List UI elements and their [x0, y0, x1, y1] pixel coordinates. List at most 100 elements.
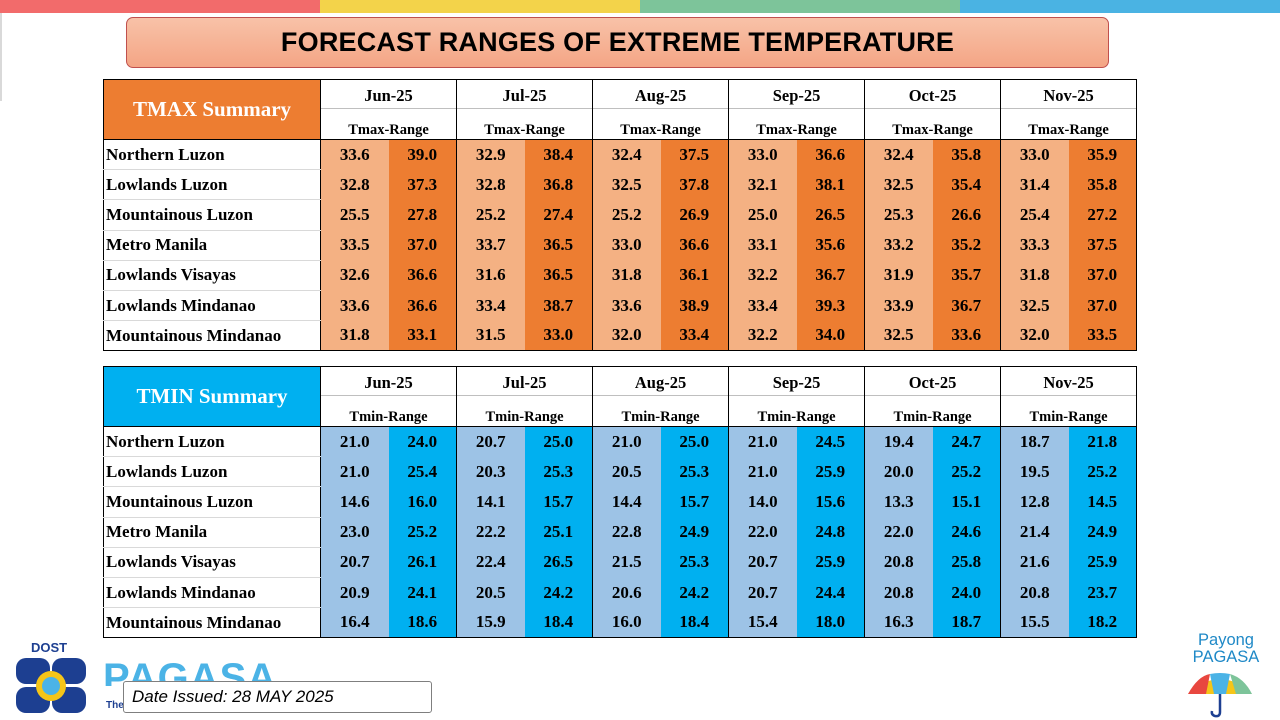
tmax-range-low: 31.9 — [864, 260, 933, 291]
tmax-range-high: 37.8 — [660, 169, 730, 200]
tmax-range-high: 36.6 — [388, 290, 458, 321]
tmin-range-high: 14.5 — [1068, 486, 1138, 518]
region-label: Lowlands Mindanao — [103, 290, 321, 322]
tmax-range-high: 36.6 — [388, 260, 458, 291]
tmin-range-low: 22.0 — [728, 517, 797, 548]
tmax-range-high: 35.8 — [932, 139, 1002, 170]
top-bar-yellow — [320, 0, 640, 13]
tmin-range-low: 14.4 — [592, 486, 661, 518]
tmax-range-low: 32.2 — [728, 260, 797, 291]
tmax-range-high: 33.6 — [932, 320, 1002, 352]
tmax-range-low: 31.8 — [320, 320, 389, 352]
top-bar-red — [0, 0, 320, 13]
region-label: Lowlands Visayas — [103, 260, 321, 291]
tmin-range-low: 20.3 — [456, 456, 525, 487]
region-label: Mountainous Luzon — [103, 486, 321, 518]
tmax-range-high: 38.1 — [796, 169, 866, 200]
tmin-range-low: 20.5 — [592, 456, 661, 487]
tmax-range-low: 32.6 — [320, 260, 389, 291]
table-row: Northern Luzon 33.6 39.0 32.9 38.4 32.4 37.5 33… — [103, 139, 1138, 171]
tmax-range-low: 33.6 — [320, 290, 389, 321]
tmin-range-high: 25.2 — [388, 517, 458, 548]
tmax-range-header: Tmax-Range — [319, 108, 458, 140]
tmin-range-high: 25.4 — [388, 456, 458, 487]
tmin-range-high: 16.0 — [388, 486, 458, 518]
tmax-range-high: 26.6 — [932, 199, 1002, 231]
tmax-range-high: 36.7 — [796, 260, 866, 291]
tmax-range-high: 26.9 — [660, 199, 730, 231]
tmin-range-high: 21.8 — [1068, 426, 1138, 457]
tmax-range-low: 32.8 — [456, 169, 525, 200]
table-row: Lowlands Luzon 21.0 25.4 20.3 25.3 20.5 25.3 21… — [103, 456, 1138, 488]
tmax-range-low: 33.0 — [1000, 139, 1069, 170]
tmax-month-header: Sep-25 — [728, 79, 866, 109]
tmin-month-header: Aug-25 — [592, 366, 730, 396]
tmin-range-low: 21.6 — [1000, 547, 1069, 578]
region-label: Lowlands Visayas — [103, 547, 321, 578]
tmin-range-low: 16.0 — [592, 607, 661, 639]
date-issued-text: Date Issued: 28 MAY 2025 — [132, 687, 334, 706]
tmax-range-high: 36.7 — [932, 290, 1002, 321]
tmax-range-high: 35.7 — [932, 260, 1002, 291]
tmax-range-high: 26.5 — [796, 199, 866, 231]
tmin-range-high: 24.9 — [660, 517, 730, 548]
tmax-range-low: 31.4 — [1000, 169, 1069, 200]
tmin-range-low: 15.4 — [728, 607, 797, 639]
tmax-range-low: 25.0 — [728, 199, 797, 231]
table-row: Metro Manila 33.5 37.0 33.7 36.5 33.0 36.6 33.1… — [103, 230, 1138, 261]
tmax-range-high: 36.5 — [524, 230, 594, 261]
tmin-range-high: 25.9 — [796, 547, 866, 578]
top-bar-blue — [960, 0, 1280, 13]
tmax-range-high: 39.3 — [796, 290, 866, 321]
tmin-range-high: 24.1 — [388, 577, 458, 608]
tmax-summary-table: TMAX Summary Jun-25 Jul-25 Aug-25 Sep-25 Oct-… — [103, 79, 1138, 352]
dost-label: DOST — [31, 640, 68, 655]
tmax-range-high: 35.6 — [796, 230, 866, 261]
tmin-range-low: 13.3 — [864, 486, 933, 518]
region-label: Mountainous Mindanao — [103, 607, 321, 639]
tmax-range-header: Tmax-Range — [456, 108, 594, 140]
payong-line2: PAGASA — [1192, 648, 1260, 666]
tmax-month-header: Jun-25 — [319, 79, 458, 109]
tmax-range-low: 32.5 — [1000, 290, 1069, 321]
tmax-range-low: 33.6 — [320, 139, 389, 170]
tmin-range-header: Tmin-Range — [456, 395, 594, 427]
tmax-range-low: 33.4 — [456, 290, 525, 321]
tmin-range-high: 15.6 — [796, 486, 866, 518]
tmax-range-low: 31.5 — [456, 320, 525, 352]
tmin-range-low: 18.7 — [1000, 426, 1069, 457]
table-row: Northern Luzon 21.0 24.0 20.7 25.0 21.0 25.0 21… — [103, 426, 1138, 458]
tmax-range-high: 37.3 — [388, 169, 458, 200]
tmin-range-high: 25.3 — [660, 456, 730, 487]
tmax-range-low: 25.3 — [864, 199, 933, 231]
tmin-month-header: Oct-25 — [864, 366, 1002, 396]
tmin-range-header: Tmin-Range — [319, 395, 458, 427]
tmin-range-high: 15.7 — [524, 486, 594, 518]
tmax-range-low: 32.5 — [864, 320, 933, 352]
tmax-range-high: 36.8 — [524, 169, 594, 200]
tmax-range-low: 25.2 — [456, 199, 525, 231]
tmax-range-header: Tmax-Range — [728, 108, 866, 140]
tmin-range-high: 18.6 — [388, 607, 458, 639]
tmin-range-low: 21.0 — [320, 456, 389, 487]
table-row: Metro Manila 23.0 25.2 22.2 25.1 22.8 24.9 22.0… — [103, 517, 1138, 548]
tmax-range-high: 27.4 — [524, 199, 594, 231]
tmax-range-low: 33.9 — [864, 290, 933, 321]
tmax-range-high: 37.5 — [660, 139, 730, 170]
tmin-range-low: 21.0 — [728, 456, 797, 487]
tmax-range-high: 27.8 — [388, 199, 458, 231]
tmax-month-header: Aug-25 — [592, 79, 730, 109]
tmin-range-high: 25.8 — [932, 547, 1002, 578]
tmin-range-high: 25.3 — [524, 456, 594, 487]
tmax-range-high: 36.6 — [660, 230, 730, 261]
tmax-range-high: 38.9 — [660, 290, 730, 321]
tmax-range-high: 37.0 — [1068, 260, 1138, 291]
tmax-range-low: 32.9 — [456, 139, 525, 170]
tmax-range-header: Tmax-Range — [864, 108, 1002, 140]
tmin-range-header: Tmin-Range — [864, 395, 1002, 427]
tmin-range-low: 21.0 — [728, 426, 797, 457]
tmin-range-low: 20.5 — [456, 577, 525, 608]
tmin-range-high: 26.1 — [388, 547, 458, 578]
tmax-range-high: 36.5 — [524, 260, 594, 291]
tmin-range-low: 16.3 — [864, 607, 933, 639]
